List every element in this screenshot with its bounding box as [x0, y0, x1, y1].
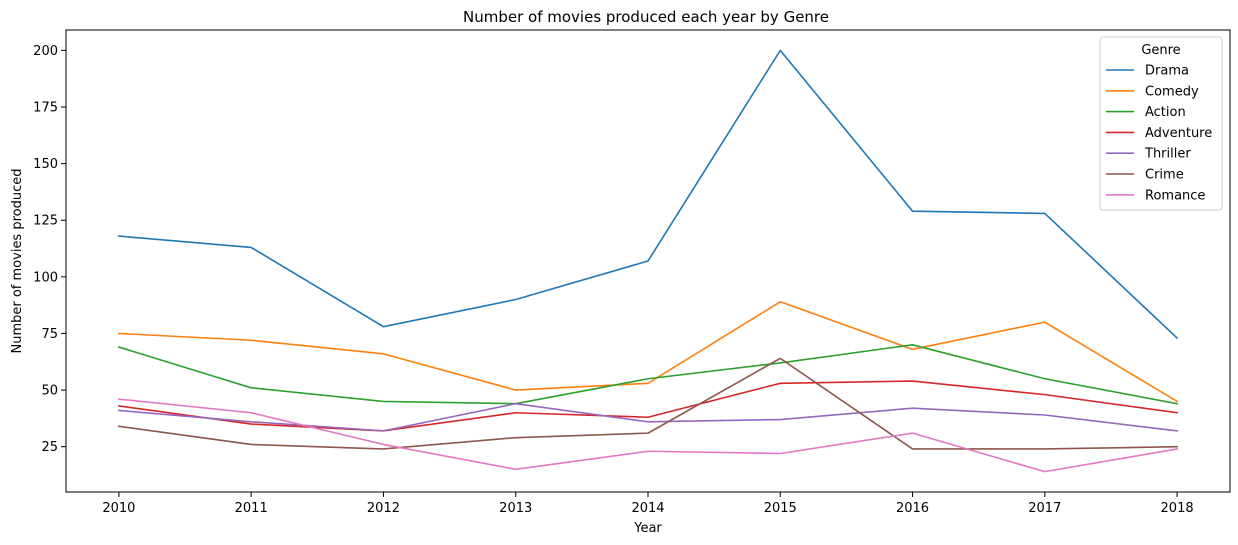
y-axis-label: Number of movies produced [10, 169, 25, 354]
series-line-action [117, 343, 1179, 405]
x-axis-label: Year [633, 521, 662, 536]
legend-label-action: Action [1145, 105, 1186, 120]
series-line-adventure [118, 380, 1178, 432]
x-tick-label: 2015 [764, 501, 797, 516]
y-tick-label: 25 [41, 440, 58, 455]
legend-label-thriller: Thriller [1144, 147, 1191, 162]
series-line-romance [118, 398, 1179, 473]
series-lines [117, 49, 1179, 473]
y-axis: 25 50 75 100 125 150 175 200 [33, 44, 66, 455]
legend-title: Genre [1141, 43, 1180, 58]
x-tick-label: 2017 [1028, 501, 1061, 516]
series-line-thriller [118, 402, 1178, 432]
y-tick-label: 100 [33, 270, 58, 285]
y-tick-label: 75 [41, 327, 58, 342]
x-tick-label: 2014 [631, 501, 664, 516]
legend-box [1099, 36, 1223, 211]
legend-label-adventure: Adventure [1145, 126, 1212, 141]
y-tick-label: 175 [33, 101, 58, 116]
chart-title: Number of movies produced each year by G… [463, 8, 829, 26]
y-tick-label: 150 [33, 157, 58, 172]
x-tick-label: 2013 [499, 501, 532, 516]
series-line-drama [118, 49, 1179, 340]
x-tick-label: 2016 [896, 501, 929, 516]
x-tick-label: 2010 [102, 501, 135, 516]
x-tick-label: 2011 [235, 501, 268, 516]
x-tick-label: 2012 [367, 501, 400, 516]
series-line-comedy [118, 300, 1179, 403]
legend: Genre Drama Comedy Action Adventure Thriller… [1099, 36, 1223, 211]
y-tick-label: 125 [33, 214, 58, 229]
legend-label-drama: Drama [1145, 64, 1189, 79]
x-tick-label: 2018 [1161, 501, 1194, 516]
x-axis: 2010 2011 2012 2013 2014 2015 2016 2017 2018 [102, 492, 1194, 516]
y-tick-label: 200 [33, 44, 58, 59]
legend-label-crime: Crime [1145, 168, 1184, 183]
legend-label-romance: Romance [1145, 188, 1205, 203]
legend-label-comedy: Comedy [1145, 84, 1199, 99]
series-line-crime [118, 357, 1178, 450]
plot-frame [65, 29, 1231, 493]
y-tick-label: 50 [41, 384, 58, 399]
